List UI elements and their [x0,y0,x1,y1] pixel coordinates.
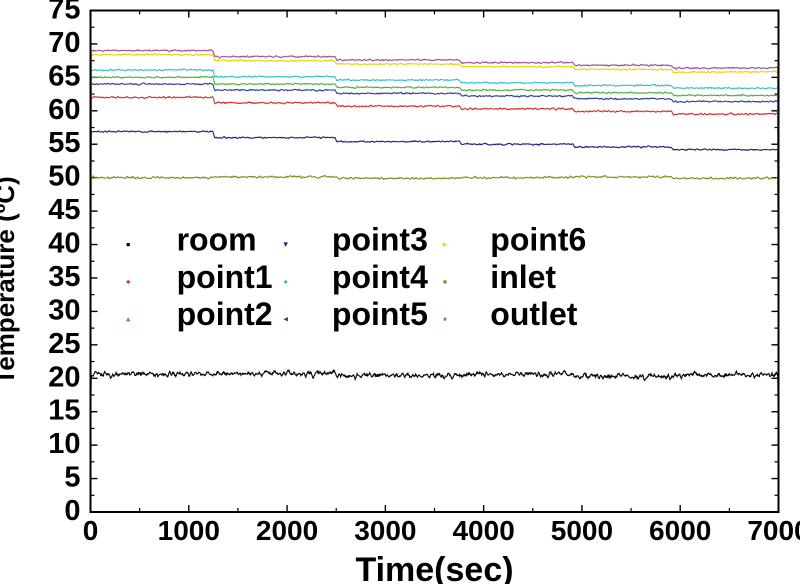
svg-text:inlet: inlet [490,259,556,295]
svg-text:point5: point5 [332,296,428,332]
svg-text:40: 40 [48,228,80,260]
svg-text:Temperature (ºC): Temperature (ºC) [0,176,20,384]
svg-text:room: room [177,222,257,258]
svg-text:point1: point1 [177,259,273,295]
svg-text:5000: 5000 [551,515,613,546]
svg-text:1000: 1000 [158,515,220,546]
svg-text:4000: 4000 [452,515,514,546]
svg-text:70: 70 [48,27,80,59]
svg-text:25: 25 [48,328,80,360]
svg-text:3000: 3000 [354,515,416,546]
svg-text:65: 65 [48,60,80,92]
svg-text:5: 5 [64,462,80,494]
svg-text:50: 50 [48,161,80,193]
svg-text:0: 0 [83,515,99,546]
svg-text:35: 35 [48,261,80,293]
svg-text:10: 10 [48,428,80,460]
svg-text:7000: 7000 [747,515,800,546]
svg-text:45: 45 [48,194,80,226]
svg-text:point6: point6 [490,222,586,258]
svg-text:75: 75 [48,0,80,26]
svg-text:6000: 6000 [649,515,711,546]
svg-text:2000: 2000 [256,515,318,546]
svg-text:55: 55 [48,127,80,159]
svg-text:30: 30 [48,294,80,326]
svg-text:20: 20 [48,361,80,393]
svg-text:Time(sec): Time(sec) [355,551,513,584]
svg-text:outlet: outlet [490,296,577,332]
svg-text:0: 0 [64,495,80,527]
svg-text:point2: point2 [177,296,273,332]
svg-text:15: 15 [48,395,80,427]
svg-text:60: 60 [48,94,80,126]
svg-text:point4: point4 [332,259,428,295]
svg-text:point3: point3 [332,222,428,258]
